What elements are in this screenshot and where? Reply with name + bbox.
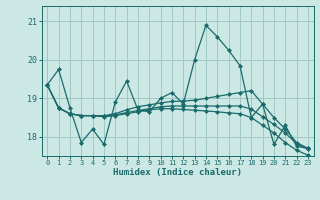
X-axis label: Humidex (Indice chaleur): Humidex (Indice chaleur) [113,168,242,177]
